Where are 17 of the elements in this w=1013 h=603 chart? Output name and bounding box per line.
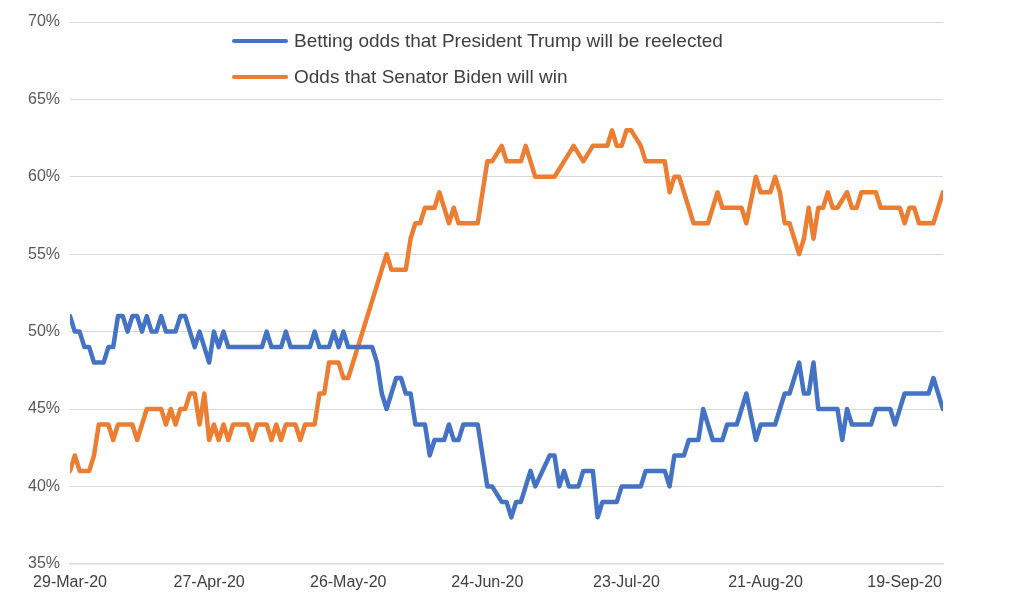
x-tick-label: 21-Aug-20: [728, 572, 803, 590]
y-tick-label: 50%: [27, 322, 61, 340]
x-tick-label: 29-Mar-20: [33, 572, 108, 590]
x-tick-label: 23-Jul-20: [593, 572, 660, 590]
y-tick-label: 70%: [27, 12, 61, 30]
y-tick-label: 65%: [27, 89, 61, 107]
x-tick-label: 27-Apr-20: [173, 572, 245, 590]
x-tick-label: 24-Jun-20: [451, 572, 524, 590]
y-tick-label: 45%: [27, 399, 61, 417]
y-tick-label: 55%: [27, 244, 61, 262]
legend-label: Odds that Senator Biden will win: [294, 66, 568, 88]
x-tick-label: 19-Sep-20: [867, 572, 943, 590]
y-tick-label: 60%: [27, 167, 61, 185]
y-tick-label: 40%: [27, 476, 61, 494]
y-tick-label: 35%: [27, 554, 61, 572]
legend-label: Betting odds that President Trump will be reelected: [294, 30, 723, 52]
x-tick-label: 26-May-20: [309, 572, 387, 590]
